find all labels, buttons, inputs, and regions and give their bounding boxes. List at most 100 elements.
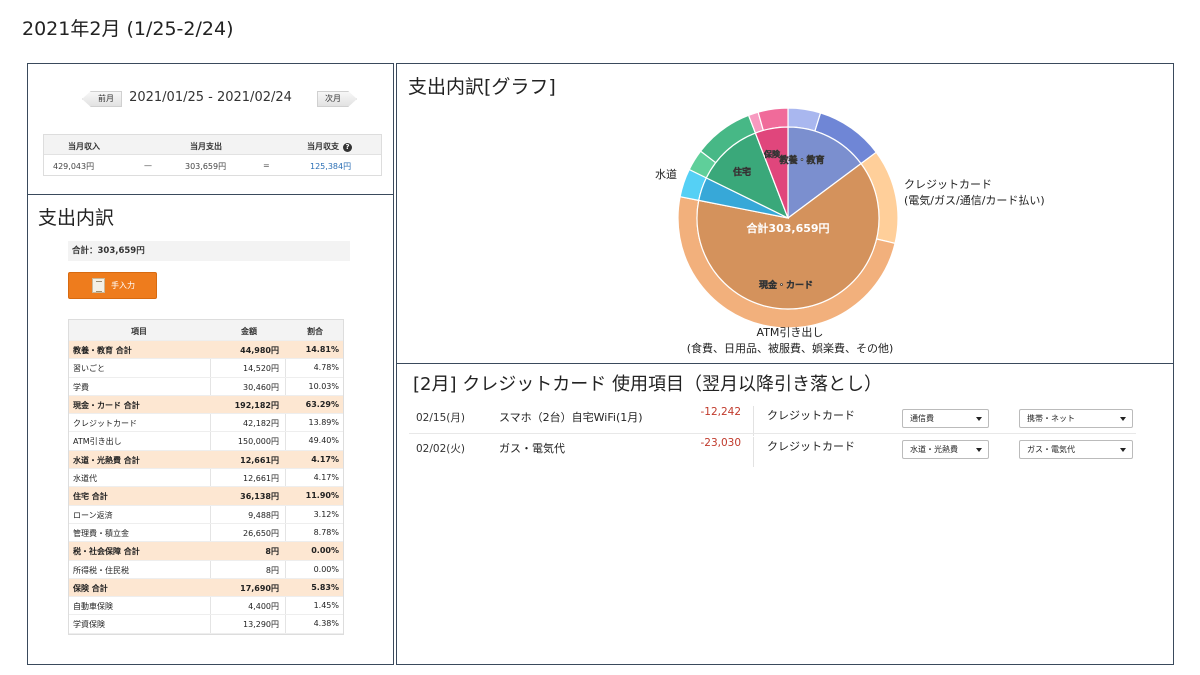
subcategory-row[interactable]: 所得税・住民税 8円 0.00% (69, 561, 343, 579)
subcategory-row[interactable]: 水道代 12,661円 4.17% (69, 469, 343, 488)
row-ratio: 13.89% (308, 418, 339, 428)
row-ratio: 8.78% (313, 527, 339, 537)
row-amount: 13,290円 (243, 620, 279, 630)
row-amount: 26,650円 (243, 528, 279, 538)
manual-entry-label: 手入力 (111, 281, 135, 290)
col-item-header: 項目 (131, 327, 147, 336)
category-total-row[interactable]: 住宅 合計 36,138円 11.90% (69, 487, 343, 506)
row-amount: 8円 (265, 547, 279, 557)
card-usage-row[interactable]: 02/02(火) ガス・電気代 -23,030 クレジットカード 水道・光熱費 ガス・電気… (397, 437, 1173, 471)
payment-method: クレジットカード (767, 409, 855, 422)
expense-value: 303,659円 (185, 162, 227, 171)
category-select-value: 通信費 (910, 414, 934, 423)
category-select[interactable]: 水道・光熱費 (902, 440, 989, 459)
subcategory-row[interactable]: 習いごと 14,520円 4.78% (69, 359, 343, 378)
subcategory-select[interactable]: ガス・電気代 (1019, 440, 1133, 459)
row-amount: 150,000円 (237, 437, 279, 447)
balance-value-link[interactable]: 125,384円 (310, 162, 352, 171)
callout-atm-line1: ATM引き出し (757, 325, 824, 339)
inner-slice-1[interactable] (696, 162, 880, 310)
chevron-down-icon (1120, 417, 1126, 421)
page-title: 2021年2月 (1/25-2/24) (22, 18, 234, 40)
prev-month-button[interactable]: 前月 (82, 91, 122, 107)
category-total-row[interactable]: 保険 合計 17,690円 5.83% (69, 578, 343, 598)
row-ratio: 4.17% (313, 473, 339, 483)
callout-credit-line2: (電気/ガス/通信/カード払い) (904, 193, 1045, 207)
row-amount: 12,661円 (243, 474, 279, 484)
row-ratio: 4.78% (313, 363, 339, 373)
usage-description: スマホ（2台）自宅WiFi(1月) (499, 411, 643, 424)
row-amount: 12,661円 (240, 455, 279, 465)
row-item-name: 水道代 (73, 474, 97, 484)
period-range: 2021/01/25 - 2021/02/24 (129, 90, 292, 105)
row-ratio: 63.29% (305, 399, 339, 409)
row-item-name: 自動車保険 (73, 602, 113, 612)
subcategory-select-value: ガス・電気代 (1027, 445, 1075, 454)
chevron-down-icon (1120, 448, 1126, 452)
row-item-name: 習いごと (73, 364, 105, 374)
chevron-down-icon (976, 448, 982, 452)
subcategory-row[interactable]: ローン返済 9,488円 3.12% (69, 506, 343, 524)
row-item-name: 水道・光熱費 合計 (73, 455, 140, 465)
row-amount: 192,182円 (234, 400, 279, 410)
row-item-name: 学費 (73, 382, 89, 392)
balance-header: 当月収支? (307, 141, 352, 152)
minus-sign: — (144, 161, 152, 170)
subcategory-select-value: 携帯・ネット (1027, 414, 1075, 423)
row-ratio: 3.12% (313, 509, 339, 519)
subcategory-row[interactable]: ATM引き出し 150,000円 49.40% (69, 432, 343, 451)
breakdown-table: 項目 金額 割合 教養・教育 合計 44,980円 14.81% 習いごと 14,520… (68, 319, 344, 635)
inner-slice-3[interactable] (705, 132, 790, 220)
next-month-button[interactable]: 次月 (317, 91, 357, 107)
row-item-name: 保険 合計 (73, 583, 108, 593)
callout-water: 水道 (655, 167, 677, 181)
subcategory-row[interactable]: クレジットカード 42,182円 13.89% (69, 414, 343, 433)
inner-label-education: 教養・教育 (778, 154, 824, 166)
inner-slice-5[interactable] (754, 126, 789, 219)
usage-amount: -23,030 (700, 437, 741, 449)
row-item-name: 所得税・住民税 (73, 565, 129, 575)
category-total-row[interactable]: 現金・カード 合計 192,182円 63.29% (69, 395, 343, 415)
col-ratio-header: 割合 (307, 327, 323, 336)
monthly-summary-table: 当月収入 当月支出 当月収支? 429,043円 — 303,659円 = 12… (43, 134, 382, 176)
expense-graph-panel: 支出内訳[グラフ] 合計303,659円 教養・教育 現金・カード 住宅 保険 … (396, 63, 1174, 364)
chevron-down-icon (976, 417, 982, 421)
expense-breakdown-panel: 支出内訳 合計：303,659円 手入力 項目 金額 割合 教養・教育 合計 44… (27, 194, 394, 665)
card-usage-title: [2月] クレジットカード 使用項目（翌月以降引き落とし） (413, 374, 882, 395)
row-amount: 30,460円 (243, 382, 279, 392)
equals-sign: = (263, 161, 270, 170)
graph-heading: 支出内訳[グラフ] (408, 76, 556, 98)
category-total-row[interactable]: 水道・光熱費 合計 12,661円 4.17% (69, 450, 343, 470)
row-ratio: 5.83% (311, 582, 339, 592)
balance-header-label: 当月収支 (307, 142, 339, 151)
income-header: 当月収入 (68, 142, 100, 151)
inner-label-housing: 住宅 (733, 166, 751, 178)
row-item-name: 住宅 合計 (73, 492, 108, 502)
manual-entry-button[interactable]: 手入力 (68, 272, 157, 299)
row-ratio: 0.00% (313, 564, 339, 574)
category-select-value: 水道・光熱費 (910, 445, 958, 454)
callout-credit-line1: クレジットカード (904, 178, 992, 191)
income-value: 429,043円 (53, 162, 95, 171)
breakdown-total: 合計：303,659円 (68, 241, 350, 261)
row-separator (409, 433, 1136, 434)
subcategory-row[interactable]: 管理費・積立金 26,650円 8.78% (69, 524, 343, 543)
inner-slice-0[interactable] (787, 126, 862, 220)
row-item-name: 現金・カード 合計 (73, 400, 140, 410)
subcategory-select[interactable]: 携帯・ネット (1019, 409, 1133, 428)
category-total-row[interactable]: 教養・教育 合計 44,980円 14.81% (69, 341, 343, 360)
row-ratio: 1.45% (313, 601, 339, 611)
subcategory-row[interactable]: 学資保険 13,290円 4.38% (69, 615, 343, 634)
row-item-name: 管理費・積立金 (73, 528, 129, 538)
expense-sunburst-chart: 合計303,659円 教養・教育 現金・カード 住宅 保険 水道 クレジットカー… (655, 107, 1045, 355)
row-item-name: クレジットカード (73, 419, 137, 429)
row-ratio: 10.03% (308, 381, 339, 391)
card-usage-row[interactable]: 02/15(月) スマホ（2台）自宅WiFi(1月) -12,242 クレジットカード… (397, 406, 1173, 440)
subcategory-row[interactable]: 学費 30,460円 10.03% (69, 378, 343, 396)
row-amount: 8円 (265, 565, 279, 575)
help-icon[interactable]: ? (343, 143, 352, 152)
category-select[interactable]: 通信費 (902, 409, 989, 428)
inner-label-cash-card: 現金・カード (759, 279, 813, 291)
subcategory-row[interactable]: 自動車保険 4,400円 1.45% (69, 597, 343, 616)
category-total-row[interactable]: 税・社会保障 合計 8円 0.00% (69, 542, 343, 561)
